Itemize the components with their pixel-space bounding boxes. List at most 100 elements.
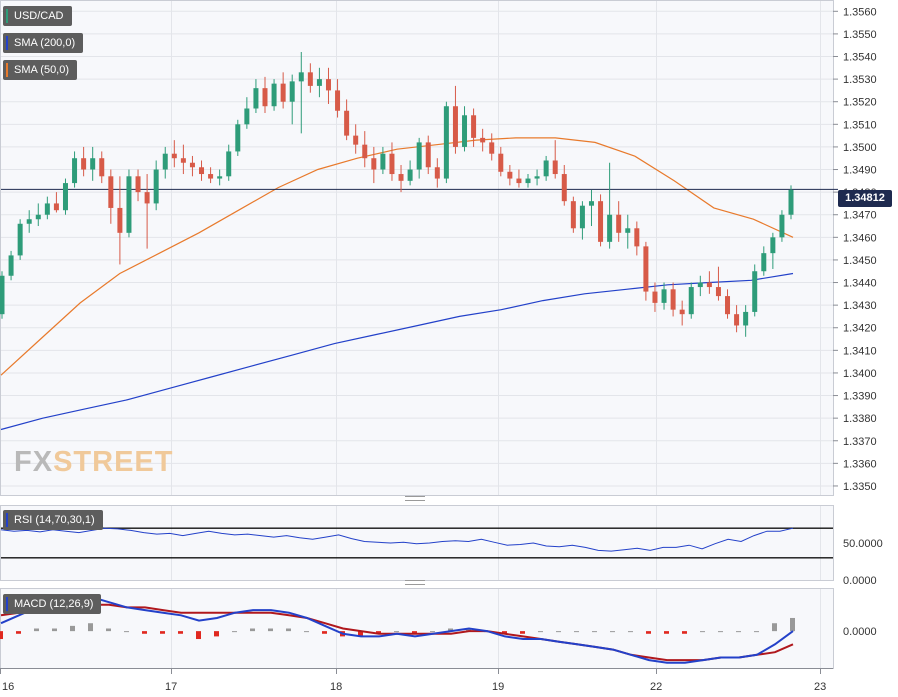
macd-histogram-bar (502, 631, 507, 634)
candle-body (507, 171, 513, 179)
pane-resize-handle-1[interactable] (405, 496, 425, 501)
macd-histogram-bar (232, 631, 237, 633)
y-tick-label: 1.3390 (843, 391, 877, 403)
candle-body (53, 203, 59, 211)
candle-body (734, 314, 740, 326)
candle (108, 169, 114, 224)
candle (180, 144, 186, 175)
x-tick-label: 18 (330, 681, 342, 693)
pane-resize-handle-2[interactable] (405, 580, 425, 585)
candle (325, 67, 331, 104)
candle-body (325, 79, 331, 91)
candle-body (271, 83, 277, 107)
legend-symbol[interactable]: USD/CAD (3, 6, 72, 26)
candle (625, 214, 631, 249)
candle-body (398, 174, 404, 181)
macd-histogram-bar (304, 631, 309, 633)
candle (99, 151, 105, 184)
rsi-line (0, 527, 794, 552)
candle (162, 146, 168, 179)
candle (135, 169, 141, 202)
candle-body (489, 142, 495, 154)
macd-histogram-bar (196, 631, 201, 640)
candle (398, 165, 404, 193)
macd-histogram-bar (70, 625, 75, 632)
rsi-pane (0, 505, 834, 581)
macd-histogram-bar (214, 631, 219, 637)
candle-body (697, 282, 703, 288)
candle-body (335, 90, 341, 111)
macd-histogram-bar (754, 631, 759, 633)
candle (8, 250, 14, 281)
macd-histogram-bar (556, 631, 561, 633)
y-tick-label: 1.3540 (843, 52, 877, 64)
candle-body (434, 167, 440, 179)
fxstreet-logo: FXSTREET (14, 446, 173, 479)
candle (507, 165, 513, 186)
candle (498, 146, 504, 177)
candle-body (661, 289, 667, 303)
y-tick-label: 1.3370 (843, 436, 877, 448)
legend-macd[interactable]: MACD (12,26,9) (3, 594, 102, 614)
legend-rsi-label: RSI (14,70,30,1) (14, 514, 95, 526)
candle-body (353, 135, 359, 145)
y-tick-label: 1.3560 (843, 6, 877, 18)
candle (35, 203, 41, 227)
candle (371, 146, 377, 184)
candle (362, 131, 368, 168)
candle (552, 140, 558, 179)
candle (452, 85, 458, 154)
candle (344, 99, 350, 141)
candle-body (634, 228, 640, 247)
candle (171, 140, 177, 168)
candle (289, 74, 295, 125)
macd-histogram-bar (700, 631, 705, 633)
macd-histogram-bar (106, 628, 111, 632)
candle-body (534, 176, 540, 179)
y-tick-label: 1.3440 (843, 278, 877, 290)
candle (117, 176, 123, 265)
sma50-line (0, 137, 794, 376)
macd-histogram-bar (664, 631, 669, 634)
macd-histogram-bar (124, 631, 129, 633)
y-tick-label: 1.3490 (843, 165, 877, 177)
y-tick-label: 1.3360 (843, 458, 877, 470)
candle (634, 221, 640, 256)
macd-histogram-bar (736, 631, 741, 633)
y-tick-label: 1.3450 (843, 255, 877, 267)
candle-body (725, 296, 731, 315)
candle-body (135, 176, 141, 193)
candle-body (90, 158, 96, 170)
candle (217, 169, 223, 186)
macd-histogram-bar (412, 631, 417, 634)
candle (81, 146, 87, 177)
legend-sma200[interactable]: SMA (200,0) (3, 33, 84, 53)
candle-body (761, 253, 767, 272)
candle-body (389, 153, 395, 175)
legend-sma200-label: SMA (200,0) (14, 37, 76, 49)
rsi-tick-label: 0.0000 (843, 575, 877, 587)
candle-body (226, 151, 232, 177)
candle (480, 128, 486, 152)
candle (307, 63, 313, 93)
candle (697, 275, 703, 297)
y-tick-label: 1.3380 (843, 413, 877, 425)
macd-histogram-bar (16, 631, 21, 634)
y-tick-label: 1.3550 (843, 29, 877, 41)
macd-histogram-bar (628, 631, 633, 633)
candle (380, 146, 386, 175)
candle-body (416, 142, 422, 170)
candle-body (579, 205, 585, 229)
macd-histogram-bar (160, 631, 165, 634)
candle (779, 210, 785, 242)
candle-body (670, 289, 676, 310)
candle-body (552, 160, 558, 175)
candle (316, 67, 322, 98)
candle (534, 169, 540, 186)
legend-rsi[interactable]: RSI (14,70,30,1) (3, 510, 103, 530)
macd-line (0, 595, 794, 664)
candle (661, 282, 667, 310)
candle-body (189, 162, 195, 168)
legend-sma50[interactable]: SMA (50,0) (3, 60, 78, 80)
